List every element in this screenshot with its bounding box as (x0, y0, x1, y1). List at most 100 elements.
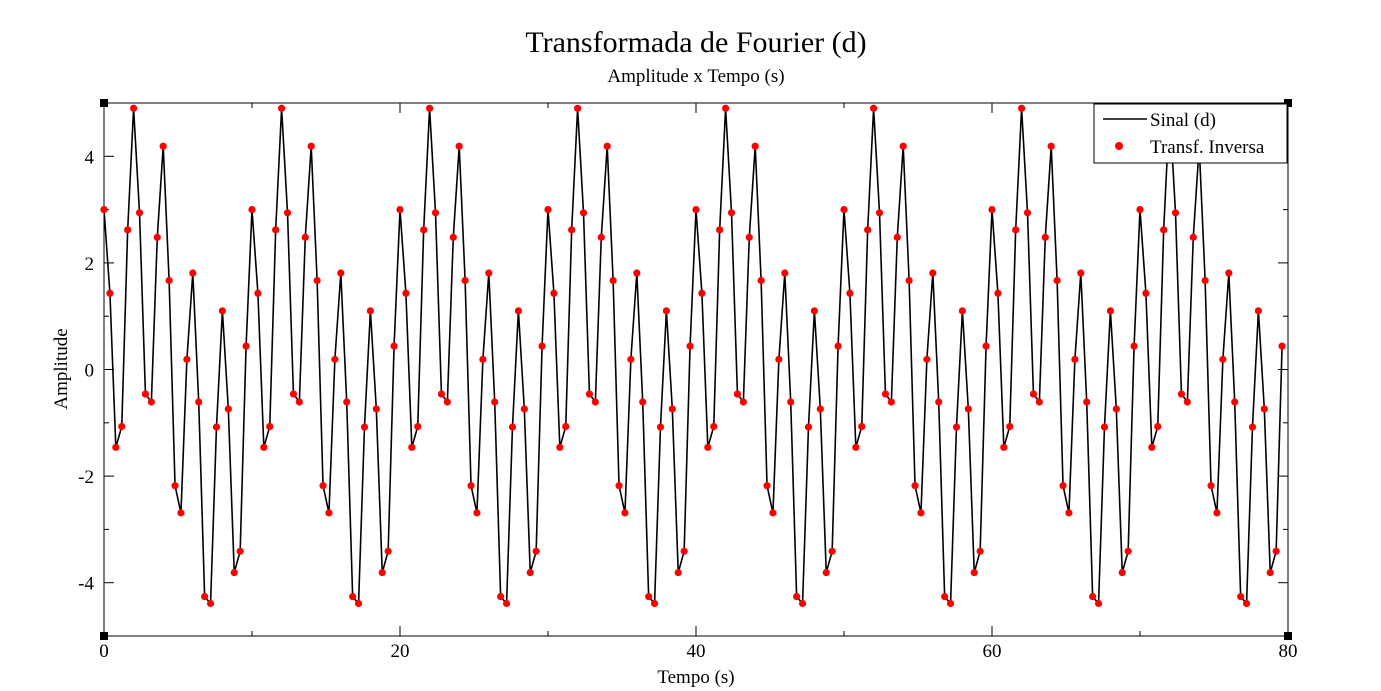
inverse-point (177, 509, 185, 517)
inverse-point (195, 398, 203, 406)
signal-line (103, 108, 1283, 606)
legend-label-signal: Sinal (d) (1150, 110, 1216, 131)
inverse-point (1278, 342, 1286, 350)
inverse-point (585, 390, 594, 398)
inverse-point (1242, 599, 1251, 608)
inverse-point (899, 142, 907, 150)
inverse-point (141, 390, 150, 398)
inverse-point (1219, 355, 1227, 363)
inverse-point (946, 599, 955, 608)
inverse-point (366, 307, 374, 315)
inverse-point (822, 568, 830, 577)
inverse-point (911, 482, 919, 490)
inverse-point (727, 209, 736, 217)
inverse-point (1260, 405, 1268, 413)
inverse-point (645, 592, 653, 601)
inverse-point (579, 209, 588, 217)
inverse-point (1171, 209, 1180, 217)
inverse-point (769, 509, 777, 517)
inverse-point (739, 398, 747, 406)
inverse-point (627, 355, 635, 363)
inverse-point (1189, 233, 1197, 241)
plot-frame (103, 102, 1289, 637)
inverse-point (449, 233, 457, 241)
inverse-point (106, 289, 114, 297)
inverse-point (840, 206, 848, 214)
inverse-point (461, 276, 469, 285)
inverse-point (130, 104, 138, 112)
inverse-point (775, 355, 783, 363)
inverse-point (935, 398, 943, 406)
inverse-point (153, 233, 161, 241)
legend-marker-swatch (1115, 142, 1123, 150)
inverse-point (1248, 423, 1257, 431)
inverse-point (289, 390, 298, 398)
inverse-point (183, 355, 191, 363)
inverse-point (112, 443, 120, 451)
inverse-point (526, 568, 534, 577)
inverse-point (568, 226, 576, 234)
inverse-point (248, 206, 256, 214)
inverse-point (206, 599, 215, 608)
inverse-point (1183, 398, 1191, 406)
y-tick-label: -4 (78, 574, 94, 595)
inverse-point (1213, 509, 1221, 517)
inverse-point (414, 422, 422, 431)
inverse-point (816, 405, 824, 413)
inverse-point (958, 307, 967, 315)
inverse-point (804, 423, 813, 431)
inverse-point (798, 599, 807, 608)
inverse-point (325, 509, 333, 517)
inverse-point (532, 547, 540, 555)
inverse-point (597, 233, 605, 241)
y-axis-label: Amplitude (51, 328, 72, 409)
inverse-point (982, 342, 990, 350)
inverse-point (502, 599, 511, 608)
inverse-point (994, 289, 1002, 297)
inverse-point (692, 206, 700, 214)
inverse-point (337, 269, 345, 277)
inverse-point (544, 206, 552, 214)
inverse-point (917, 509, 925, 517)
inverse-point (1237, 592, 1245, 601)
inverse-point (674, 568, 682, 577)
inverse-point (1012, 226, 1020, 234)
inverse-point (331, 355, 339, 363)
inverse-point (431, 209, 440, 217)
inverse-point (491, 398, 499, 406)
inverse-point (1089, 592, 1097, 601)
inverse-point (349, 592, 357, 601)
inverse-point (283, 209, 292, 217)
inverse-point (1006, 422, 1014, 431)
inverse-point (295, 398, 303, 406)
x-tick-label: 40 (687, 641, 706, 662)
inverse-point (1207, 482, 1215, 490)
inverse-point (751, 142, 759, 150)
inverse-point (479, 355, 487, 363)
inverse-point (278, 104, 286, 112)
inverse-point (1023, 209, 1032, 217)
inverse-point (236, 547, 244, 555)
inverse-point (864, 226, 872, 234)
chart-title: Transformada de Fourier (d) (525, 26, 866, 59)
inverse-point (1094, 599, 1103, 608)
inverse-point (313, 276, 321, 285)
inverse-point (1047, 142, 1055, 150)
inverse-point (941, 592, 949, 601)
inverse-point (722, 104, 730, 112)
inverse-point (1053, 276, 1061, 285)
inverse-point (230, 568, 238, 577)
inverse-point (1130, 342, 1138, 350)
inverse-point (639, 398, 647, 406)
series-signal-line (103, 108, 1283, 606)
inverse-point (485, 269, 493, 277)
inverse-point (858, 422, 866, 431)
inverse-point (408, 443, 416, 451)
inverse-point (650, 599, 659, 608)
inverse-point (556, 443, 564, 451)
inverse-point (1266, 568, 1274, 577)
series-inverse-points (100, 104, 1286, 608)
inverse-point (508, 423, 517, 431)
inverse-point (201, 592, 209, 601)
inverse-point (118, 422, 126, 431)
